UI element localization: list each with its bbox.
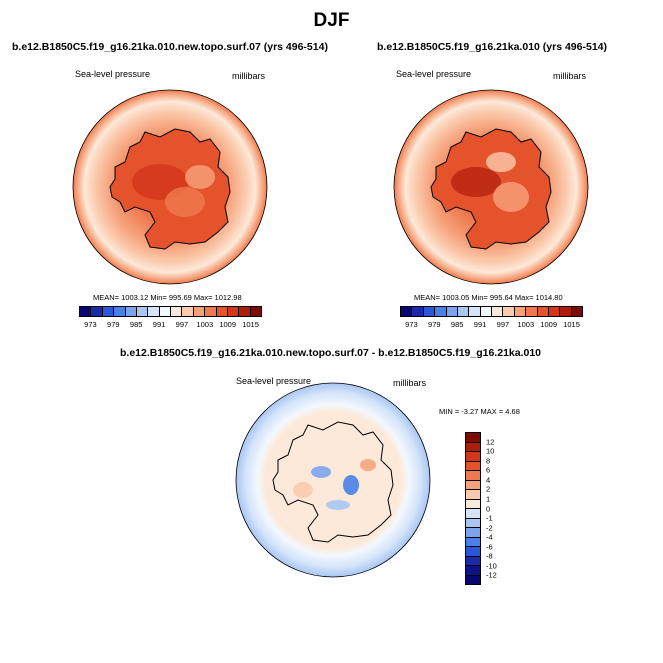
panel-2-colorbar-swatch: [423, 307, 436, 316]
diff-colorbar-swatch: [466, 528, 480, 538]
panel-1-colorbar-swatch: [114, 307, 126, 316]
panel-2-colorbar-swatch: [480, 307, 492, 316]
diff-colorbar-tick-label: -12: [486, 570, 497, 580]
panel-2-colorbar-swatch: [412, 307, 424, 316]
panel-2-colorbar-tick-label: 973: [405, 320, 418, 329]
panel-1-colorbar-tick-label: 1003: [196, 320, 214, 329]
panel-1-colorbar-swatch: [148, 307, 160, 316]
panel-2-colorbar-swatch: [492, 307, 504, 316]
panel-2-colorbar-swatch: [526, 307, 538, 316]
panel-1-colorbar-swatch: [159, 307, 171, 316]
diff-case-title: b.e12.B1850C5.f19_g16.21ka.010.new.topo.…: [120, 347, 542, 359]
diff-colorbar-tick-label: 10: [486, 446, 495, 456]
panel-2-colorbar-tick-label: 1009: [540, 320, 558, 329]
panel-2-units: millibars: [553, 71, 587, 81]
panel-1-colorbar-tick-label: 991: [152, 320, 166, 329]
panel-2-colorbar-tick-label: 1003: [517, 320, 535, 329]
panel-2-colorbar-tick-label: 1015: [563, 320, 580, 329]
diff-colorbar-swatch: [466, 490, 480, 500]
diff-colorbar-swatch: [466, 471, 480, 481]
diff-colorbar-tick-label: 0: [486, 504, 491, 513]
diff-colorbar-swatch: [466, 452, 480, 462]
diff-panel-map: [235, 382, 431, 578]
diff-colorbar-tick-label: 12: [486, 437, 495, 447]
panel-1-map: [72, 89, 268, 285]
diff-colorbar-swatch: [466, 461, 480, 471]
panel-1-units: millibars: [232, 71, 266, 81]
panel-1-colorbar-swatch: [102, 307, 115, 316]
diff-colorbar-tick-label: 4: [486, 475, 491, 485]
panel-2-stats: MEAN= 1003.05 Min= 995.64 Max= 1014.80: [414, 293, 563, 302]
diff-colorbar-swatch: [466, 537, 480, 547]
panel-2-colorbar-swatch: [457, 307, 470, 316]
diff-colorbar-tick-label: -10: [486, 561, 497, 571]
panel-2-variable: Sea-level pressure: [396, 69, 472, 79]
diff-colorbar-swatch: [466, 509, 480, 519]
page-title: DJF: [313, 10, 350, 31]
panel-1-colorbar-tick-label: 979: [107, 320, 120, 329]
diff-colorbar-tick-label: -8: [486, 551, 493, 561]
panel-2-colorbar-swatch: [560, 307, 572, 316]
diff-colorbar-tick-label: -6: [486, 542, 493, 552]
diff-colorbar-swatch: [466, 566, 480, 576]
panel-1-colorbar-swatch: [80, 307, 92, 316]
panel-1-colorbar-tick-label: 973: [84, 320, 97, 329]
panel-1-colorbar-swatch: [91, 307, 103, 316]
panel-1-colorbar-tick-label: 1015: [242, 320, 259, 329]
panel-2-case-title: b.e12.B1850C5.f19_g16.21ka.010 (yrs 496-…: [377, 41, 607, 53]
diff-colorbar: [465, 432, 481, 585]
panel-2-colorbar-swatch: [401, 307, 413, 316]
diff-colorbar-tick-label: 1: [486, 494, 491, 504]
diff-colorbar-tick-label: -1: [486, 513, 493, 523]
diff-colorbar-swatch: [466, 480, 480, 490]
panel-1-colorbar-swatch: [205, 307, 217, 316]
panel-2-colorbar-swatch: [503, 307, 515, 316]
diff-colorbar-swatch: [466, 433, 480, 443]
panel-2-colorbar-tick-label: 985: [450, 320, 464, 329]
panel-1-colorbar-swatch: [171, 307, 183, 316]
panel-2-colorbar-swatch: [514, 307, 527, 316]
diff-colorbar-swatch: [466, 518, 480, 528]
diff-colorbar-tick-label: 6: [486, 465, 491, 475]
diff-colorbar-swatch: [466, 442, 480, 452]
panel-1-colorbar-swatch: [227, 307, 240, 316]
panel-1-colorbar-swatch: [239, 307, 251, 316]
panel-2-map: [393, 89, 589, 285]
panel-2-colorbar-tick-label: 979: [428, 320, 441, 329]
diff-colorbar-tick-label: -2: [486, 523, 493, 533]
diff-colorbar-tick-label: 2: [486, 484, 491, 494]
panel-1-colorbar-swatch: [250, 307, 261, 316]
panel-2-colorbar-swatch: [571, 307, 582, 316]
panel-2-colorbar-tick-label: 997: [496, 320, 510, 329]
panel-1-colorbar-swatch: [216, 307, 228, 316]
diff-stats: MIN = -3.27 MAX = 4.68: [439, 407, 520, 416]
panel-2-colorbar-swatch: [446, 307, 458, 316]
diff-units: millibars: [393, 378, 427, 388]
diff-colorbar-tick-label: -4: [486, 532, 493, 542]
panel-1-colorbar-swatch: [125, 307, 137, 316]
panel-1-variable: Sea-level pressure: [75, 69, 151, 79]
panel-1-colorbar-swatch: [193, 307, 206, 316]
panel-1-stats: MEAN= 1003.12 Min= 995.69 Max= 1012.98: [93, 293, 242, 302]
panel-1-colorbar-tick-label: 1009: [219, 320, 237, 329]
panel-2-colorbar: [400, 306, 583, 317]
diff-colorbar-tick-label: 8: [486, 456, 491, 466]
diff-variable: Sea-level pressure: [236, 376, 312, 386]
panel-2-colorbar-swatch: [435, 307, 447, 316]
panel-1-colorbar-swatch: [136, 307, 149, 316]
panel-2-colorbar-swatch: [548, 307, 561, 316]
panel-2-colorbar-swatch: [537, 307, 549, 316]
diff-colorbar-swatch: [466, 556, 480, 566]
diff-colorbar-swatch: [466, 499, 480, 509]
panel-2-colorbar-swatch: [469, 307, 481, 316]
diff-colorbar-swatch: [466, 575, 480, 584]
panel-2-colorbar-tick-label: 991: [473, 320, 487, 329]
panel-1-case-title: b.e12.B1850C5.f19_g16.21ka.010.new.topo.…: [12, 41, 328, 53]
panel-1-colorbar-tick-label: 997: [175, 320, 189, 329]
panel-1-colorbar: [79, 306, 262, 317]
panel-1-colorbar-swatch: [182, 307, 194, 316]
diff-colorbar-swatch: [466, 547, 480, 557]
panel-1-colorbar-tick-label: 985: [129, 320, 143, 329]
